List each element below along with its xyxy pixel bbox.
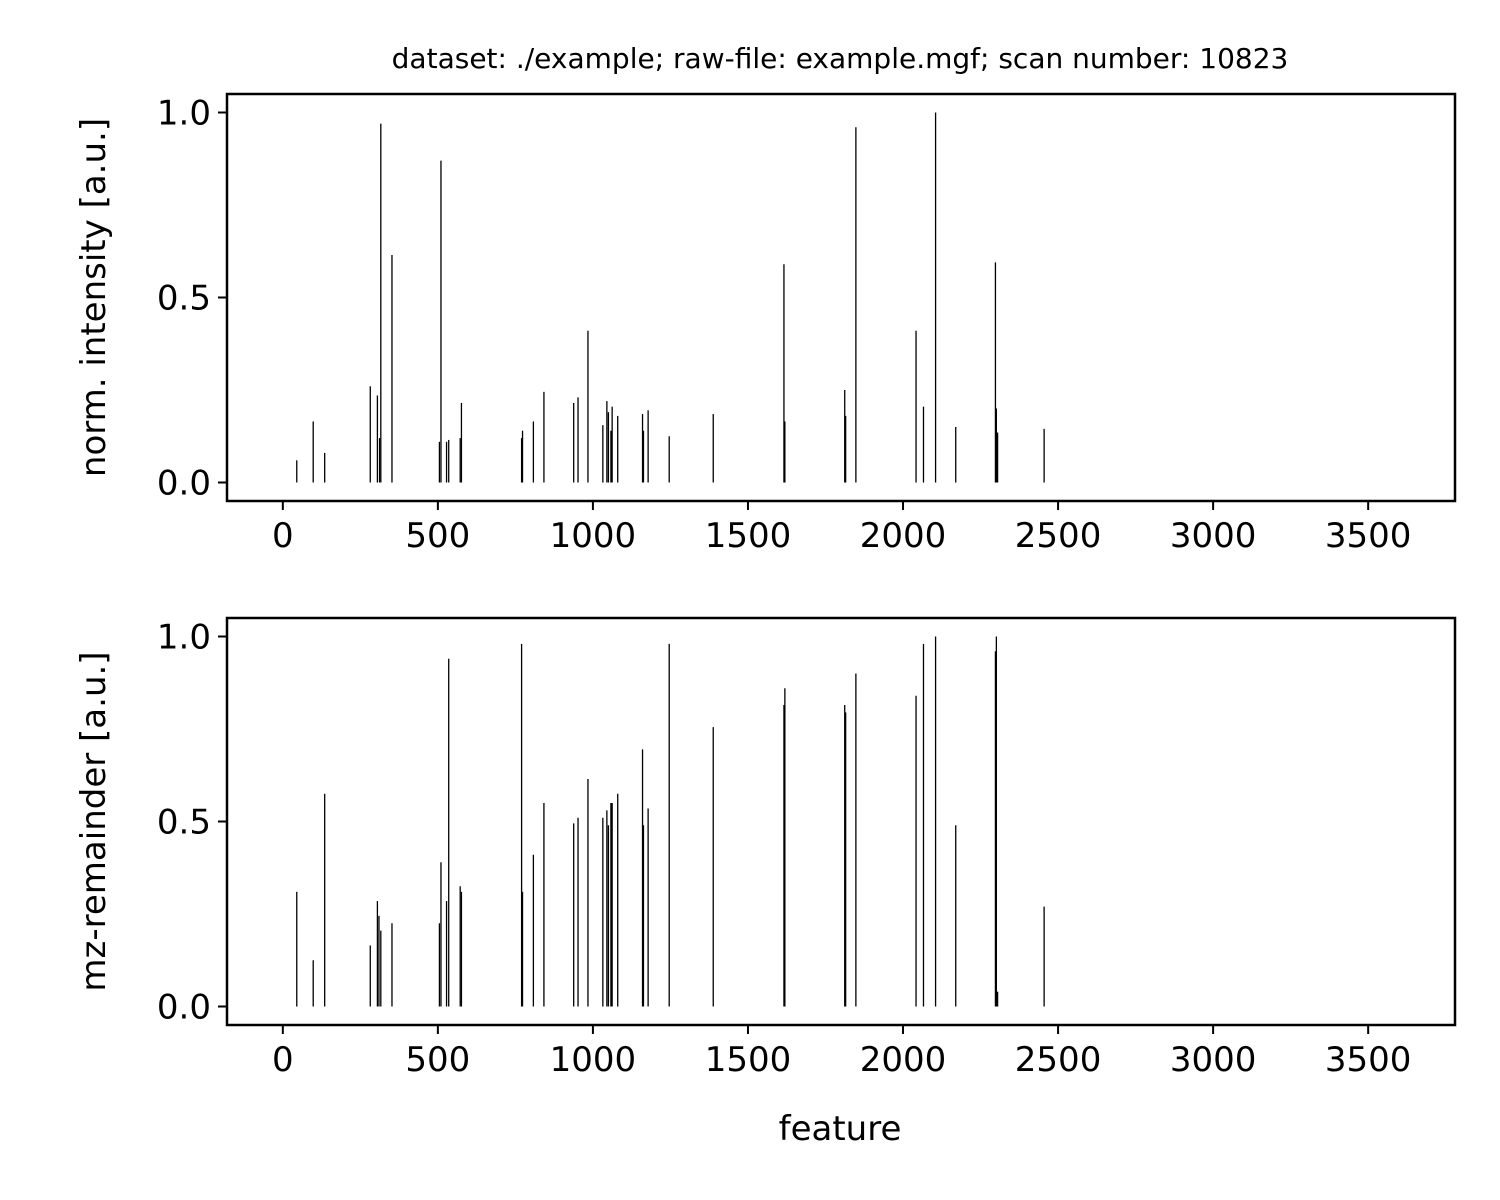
mz-remainder-x-tick-label: 500 — [405, 1040, 470, 1080]
mz-remainder-x-tick-label: 3000 — [1170, 1040, 1257, 1080]
intensity-y-tick-label: 1.0 — [157, 94, 211, 134]
intensity-x-tick-label: 3500 — [1325, 516, 1412, 556]
intensity-x-tick-label: 2500 — [1015, 516, 1102, 556]
intensity-y-ticks: 0.0 0.5 1.0 — [157, 94, 227, 504]
mz-remainder-x-tick-label: 1500 — [705, 1040, 792, 1080]
mz-remainder-axes-frame — [225, 616, 1457, 1027]
figure-title: dataset: ./example; raw-file: example.mg… — [392, 42, 1289, 75]
intensity-x-tick-label: 1500 — [705, 516, 792, 556]
mz-remainder-panel: 0 500 1000 1500 2000 2500 3000 3500 0.0 0.5 1.0 m… — [74, 616, 1457, 1080]
mz-remainder-y-ticks: 0.0 0.5 1.0 — [157, 618, 227, 1028]
mz-remainder-y-tick-label: 0.0 — [157, 988, 211, 1028]
intensity-x-tick-label: 0 — [272, 516, 294, 556]
intensity-bars — [296, 112, 1045, 483]
mz-remainder-x-tick-label: 0 — [272, 1040, 294, 1080]
mz-remainder-x-tick-label: 3500 — [1325, 1040, 1412, 1080]
intensity-x-tick-label: 500 — [405, 516, 470, 556]
intensity-x-ticks: 0 500 1000 1500 2000 2500 3000 3500 — [272, 501, 1411, 556]
mz-remainder-x-tick-label: 2000 — [860, 1040, 947, 1080]
mz-remainder-y-tick-label: 0.5 — [157, 803, 211, 843]
mz-remainder-y-tick-label: 1.0 — [157, 618, 211, 658]
mz-remainder-y-axis-label: mz-remainder [a.u.] — [74, 651, 114, 991]
intensity-x-tick-label: 3000 — [1170, 516, 1257, 556]
intensity-y-tick-label: 0.5 — [157, 279, 211, 319]
mz-remainder-bars — [296, 636, 1045, 1007]
intensity-x-tick-label: 1000 — [550, 516, 637, 556]
intensity-axes-frame — [225, 92, 1457, 503]
mz-remainder-x-tick-label: 1000 — [550, 1040, 637, 1080]
x-axis-label: feature — [779, 1109, 902, 1149]
mz-remainder-x-tick-label: 2500 — [1015, 1040, 1102, 1080]
intensity-y-tick-label: 0.0 — [157, 464, 211, 504]
intensity-panel: 0 500 1000 1500 2000 2500 3000 3500 0.0 0.5 1.0 n… — [74, 92, 1457, 556]
mz-remainder-x-ticks: 0 500 1000 1500 2000 2500 3000 3500 — [272, 1025, 1411, 1080]
intensity-y-axis-label: norm. intensity [a.u.] — [74, 118, 114, 477]
intensity-x-tick-label: 2000 — [860, 516, 947, 556]
